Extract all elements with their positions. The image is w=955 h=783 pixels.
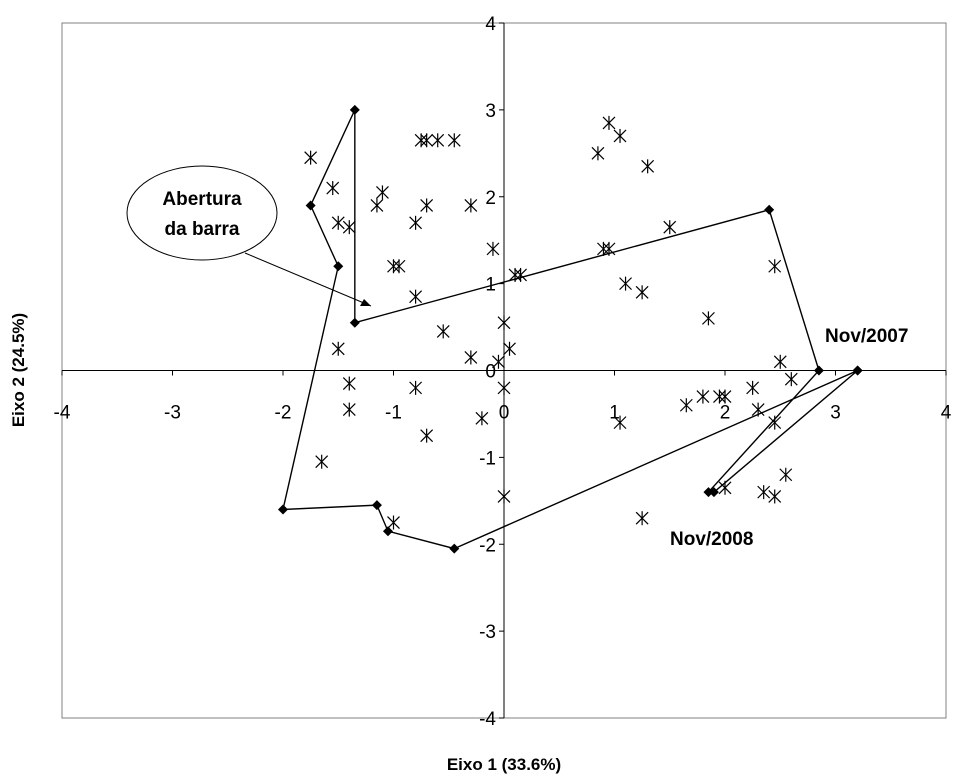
y-tick-label: 3 xyxy=(485,101,496,122)
y-tick-label: -3 xyxy=(479,622,496,643)
y-tick-label: 2 xyxy=(485,188,496,209)
asterisk-point xyxy=(641,159,655,174)
x-tick-label: 2 xyxy=(720,403,731,424)
asterisk-point xyxy=(768,259,782,274)
callout-annotation: Abertura da barra xyxy=(126,165,372,307)
asterisk-point xyxy=(635,285,649,300)
callout-ellipse xyxy=(126,165,278,261)
asterisk-point xyxy=(331,215,345,230)
asterisk-point xyxy=(492,354,505,369)
asterisk-point xyxy=(475,411,489,426)
x-tick-label: 3 xyxy=(830,403,841,424)
diamond-point xyxy=(349,317,360,328)
asterisk-point xyxy=(497,315,511,330)
asterisk-point xyxy=(387,515,400,530)
asterisk-point xyxy=(768,415,782,430)
asterisk-point xyxy=(619,276,632,291)
y-tick-label: 0 xyxy=(485,362,496,383)
x-tick-label: 0 xyxy=(499,403,510,424)
x-tick-label: -1 xyxy=(385,403,402,424)
y-tick-label: -1 xyxy=(479,448,496,469)
diamond-point xyxy=(813,365,824,376)
asterisk-point xyxy=(376,185,389,200)
asterisk-point xyxy=(464,198,478,213)
diamond-point xyxy=(349,104,360,115)
asterisk-point xyxy=(746,380,760,395)
asterisk-point xyxy=(696,389,710,404)
asterisk-point xyxy=(409,380,423,395)
x-axis-title: Eixo 1 (33.6%) xyxy=(447,755,561,774)
diamond-point xyxy=(382,526,393,537)
diamond-point xyxy=(333,261,344,272)
asterisk-point xyxy=(602,115,616,130)
diamond-point xyxy=(305,200,316,211)
diamond-point xyxy=(703,487,714,498)
x-tick-label: -3 xyxy=(164,403,181,424)
asterisk-point xyxy=(464,350,478,365)
asterisk-point xyxy=(486,241,500,256)
callout-arrow-line xyxy=(244,252,372,307)
asterisk-point xyxy=(635,511,649,526)
x-tick-label: 1 xyxy=(609,403,620,424)
y-tick-label: -4 xyxy=(479,709,496,730)
asterisk-point xyxy=(663,220,677,235)
diamond-point xyxy=(708,487,719,498)
y-axis-title: Eixo 2 (24.5%) xyxy=(9,313,28,427)
annotation-nov-2007: Nov/2007 xyxy=(825,326,908,347)
series-layer xyxy=(278,104,863,554)
asterisk-point xyxy=(718,389,732,404)
asterisk-point xyxy=(392,259,406,274)
asterisk-point xyxy=(773,354,787,369)
asterisk-point xyxy=(713,389,726,404)
asterisk-point xyxy=(768,489,782,504)
x-tick-label: -2 xyxy=(275,403,292,424)
asterisk-point xyxy=(342,376,356,391)
asterisk-point xyxy=(409,289,423,304)
asterisk-point xyxy=(420,428,434,443)
asterisk-point xyxy=(702,311,715,326)
diamond-point xyxy=(278,504,288,515)
callout-text-line-1: Abertura xyxy=(162,189,242,210)
asterisk-point xyxy=(779,467,793,482)
asterisk-point xyxy=(613,128,627,143)
asterisk-point xyxy=(757,485,771,500)
asterisk-point xyxy=(420,133,434,148)
asterisk-point xyxy=(679,398,693,413)
asterisk-point xyxy=(315,454,329,469)
asterisk-point xyxy=(342,402,356,417)
annotation-nov-2008: Nov/2008 xyxy=(670,529,753,550)
asterisk-point xyxy=(597,241,610,256)
asterisk-point xyxy=(326,181,340,196)
asterisk-point xyxy=(331,341,345,356)
y-tick-label: 4 xyxy=(485,14,496,35)
asterisk-point xyxy=(409,215,423,230)
asterisk-point xyxy=(784,372,798,387)
diamond-point xyxy=(852,365,863,376)
x-tick-label: -4 xyxy=(54,403,71,424)
diamond-point xyxy=(764,204,775,215)
y-tick-label: -2 xyxy=(479,535,496,556)
asterisk-point xyxy=(613,415,627,430)
asterisk-point xyxy=(497,489,511,504)
asterisk-point xyxy=(431,133,445,148)
asterisk-point xyxy=(447,133,461,148)
diamond-point xyxy=(449,543,460,554)
callout-text-line-2: da barra xyxy=(165,219,240,240)
x-tick-label: 4 xyxy=(941,403,952,424)
asterisk-point xyxy=(420,198,434,213)
callout-arrow-head xyxy=(360,299,371,306)
trajectory-line xyxy=(282,109,859,550)
asterisk-point xyxy=(387,259,400,274)
asterisk-point xyxy=(591,146,605,161)
asterisk-point xyxy=(304,150,318,165)
diamond-point xyxy=(371,500,382,511)
asterisk-point xyxy=(414,133,428,148)
asterisk-point xyxy=(503,341,516,356)
asterisk-point xyxy=(370,198,384,213)
asterisk-point xyxy=(342,220,356,235)
asterisk-point xyxy=(497,380,511,395)
asterisk-point xyxy=(436,324,450,339)
